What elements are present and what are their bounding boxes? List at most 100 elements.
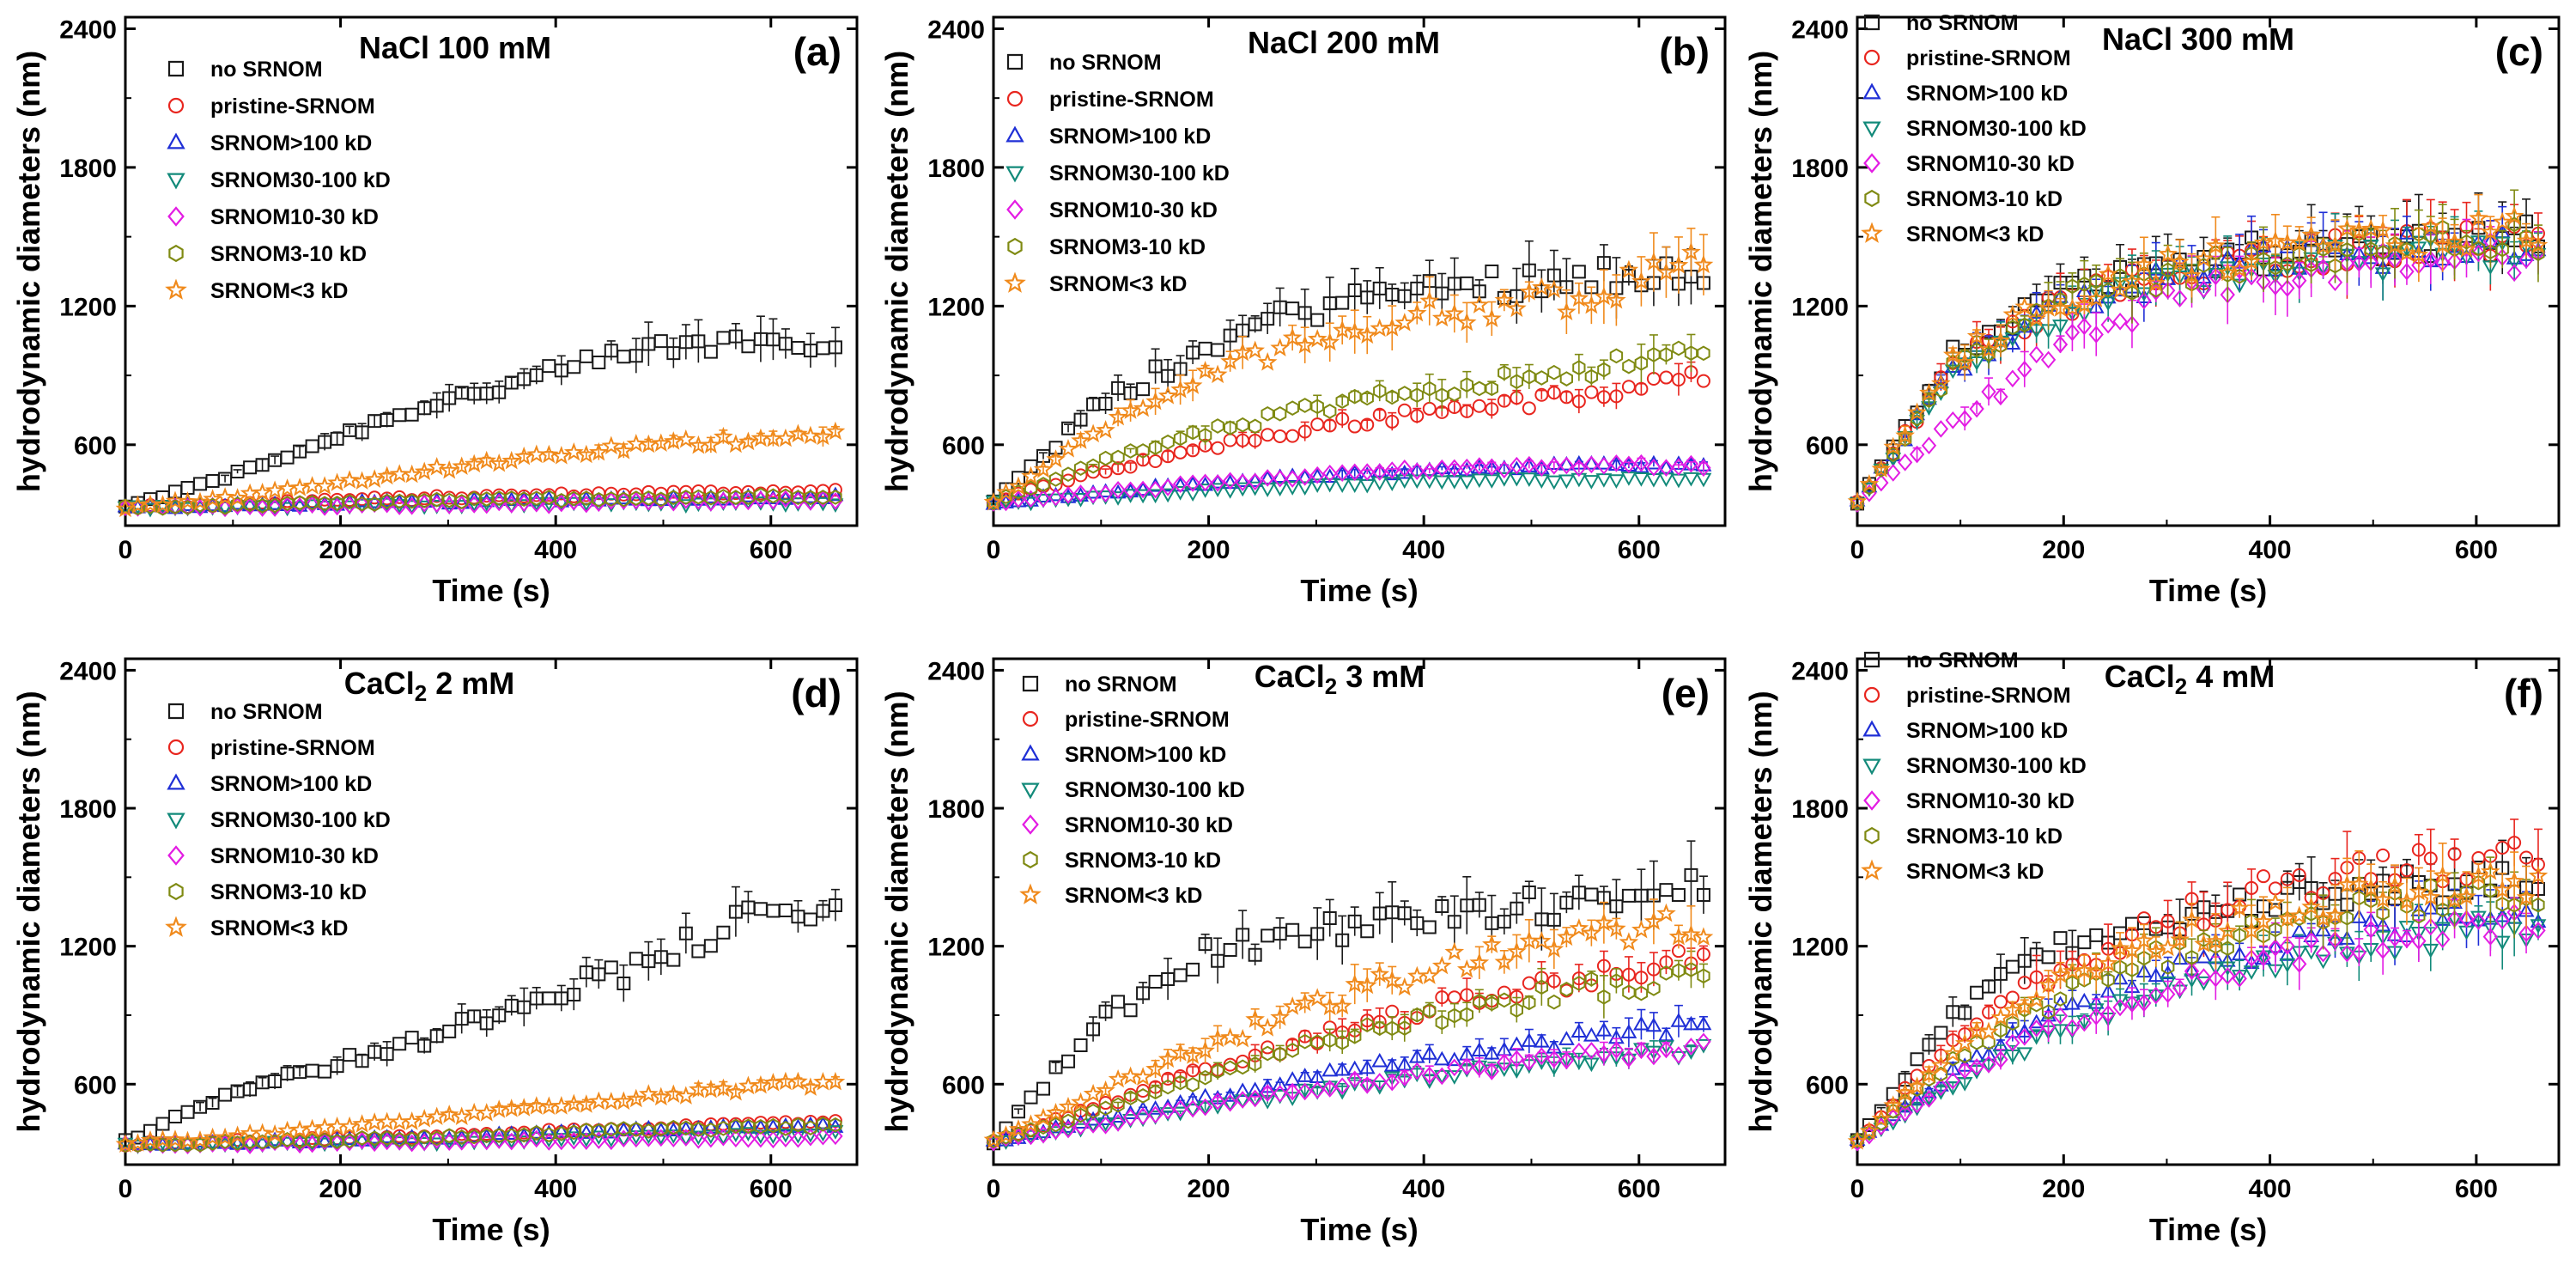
data-point <box>679 1120 693 1136</box>
data-point <box>1373 383 1387 399</box>
data-point <box>1559 390 1574 405</box>
legend-label: SRNOM>100 kD <box>1906 719 2068 743</box>
data-point <box>1008 476 1029 496</box>
data-point <box>293 1134 307 1149</box>
data-point <box>252 1123 272 1142</box>
data-point <box>1907 1076 1927 1095</box>
data-point <box>339 1116 360 1135</box>
data-point <box>690 1131 707 1149</box>
x-tick-label: 400 <box>2249 536 2292 564</box>
data-point <box>2280 872 2294 886</box>
data-point <box>1472 1058 1487 1077</box>
x-tick-label: 400 <box>534 536 577 564</box>
data-point <box>377 466 397 485</box>
data-point <box>1909 1095 1925 1114</box>
data-point <box>616 1129 631 1147</box>
data-point <box>454 1133 470 1151</box>
data-point <box>1646 888 1661 903</box>
data-point <box>592 491 605 508</box>
data-point <box>2313 908 2333 928</box>
data-point <box>1394 977 1415 996</box>
data-point <box>741 1118 756 1135</box>
data-point <box>1546 457 1562 475</box>
x-tick-label: 200 <box>2042 536 2085 564</box>
data-point <box>1060 1123 1077 1138</box>
data-point <box>1458 475 1475 490</box>
data-point <box>2075 295 2094 313</box>
legend-label: pristine-SRNOM <box>1906 46 2071 70</box>
data-point <box>2385 235 2405 254</box>
data-point <box>679 490 693 505</box>
data-point <box>430 491 444 508</box>
data-point <box>2445 232 2464 251</box>
data-point <box>1147 480 1163 499</box>
data-point <box>1670 473 1687 489</box>
data-point <box>1222 1093 1238 1112</box>
data-point <box>1485 402 1499 417</box>
data-point <box>1668 926 1689 946</box>
data-point <box>402 464 422 484</box>
data-point <box>1485 995 1498 1012</box>
data-point <box>2112 312 2128 331</box>
data-point <box>2028 1030 2045 1045</box>
data-point <box>2411 932 2427 950</box>
data-point <box>2325 904 2345 924</box>
data-point <box>1544 279 1564 299</box>
data-point <box>1121 400 1140 419</box>
data-point <box>1559 895 1574 910</box>
data-point <box>1222 1097 1239 1112</box>
data-point <box>1345 321 1365 341</box>
data-point <box>267 499 283 517</box>
legend-label: SRNOM3-10 kD <box>1049 235 1206 259</box>
data-point <box>678 491 694 509</box>
data-point <box>1571 1042 1587 1061</box>
data-point <box>1631 919 1651 939</box>
data-point <box>1982 346 1996 362</box>
data-point <box>2101 941 2116 956</box>
legend-marker <box>1863 14 1880 31</box>
data-point <box>1297 424 1312 439</box>
data-point <box>1510 901 1524 916</box>
data-point <box>2340 861 2354 875</box>
data-point <box>1460 276 1474 290</box>
y-tick-label: 2400 <box>927 15 985 44</box>
data-point <box>218 1087 233 1102</box>
data-point <box>1345 974 1365 993</box>
data-point <box>1295 992 1315 1012</box>
data-point <box>2136 271 2151 286</box>
data-point <box>1671 373 1686 387</box>
data-point <box>2005 1033 2020 1052</box>
data-point <box>268 1074 283 1088</box>
data-point <box>2158 244 2178 263</box>
data-point <box>714 490 732 506</box>
data-point <box>2265 230 2286 250</box>
data-point <box>2397 891 2417 910</box>
data-point <box>1161 1071 1176 1086</box>
data-point <box>1123 443 1138 459</box>
data-point <box>741 339 756 354</box>
data-point <box>1582 295 1601 314</box>
data-point <box>1966 1020 1987 1039</box>
data-point <box>579 1132 594 1150</box>
data-point <box>2196 280 2212 299</box>
data-point <box>1309 466 1325 484</box>
data-point <box>1621 888 1636 903</box>
data-point <box>703 494 719 512</box>
data-point <box>1310 417 1325 432</box>
data-point <box>1559 371 1573 386</box>
data-point <box>1285 922 1300 937</box>
legend-label: SRNOM3-10 kD <box>210 880 367 904</box>
data-point <box>788 1071 808 1091</box>
data-point <box>715 491 732 510</box>
legend-marker <box>1863 153 1880 173</box>
legend-marker <box>1005 125 1024 143</box>
data-point <box>1608 454 1625 472</box>
data-point <box>1335 1034 1349 1050</box>
data-point <box>1148 454 1163 469</box>
data-point <box>2423 917 2439 936</box>
data-point <box>2518 251 2534 269</box>
data-point <box>605 491 618 507</box>
data-point <box>1346 464 1364 479</box>
data-point <box>1658 459 1674 477</box>
